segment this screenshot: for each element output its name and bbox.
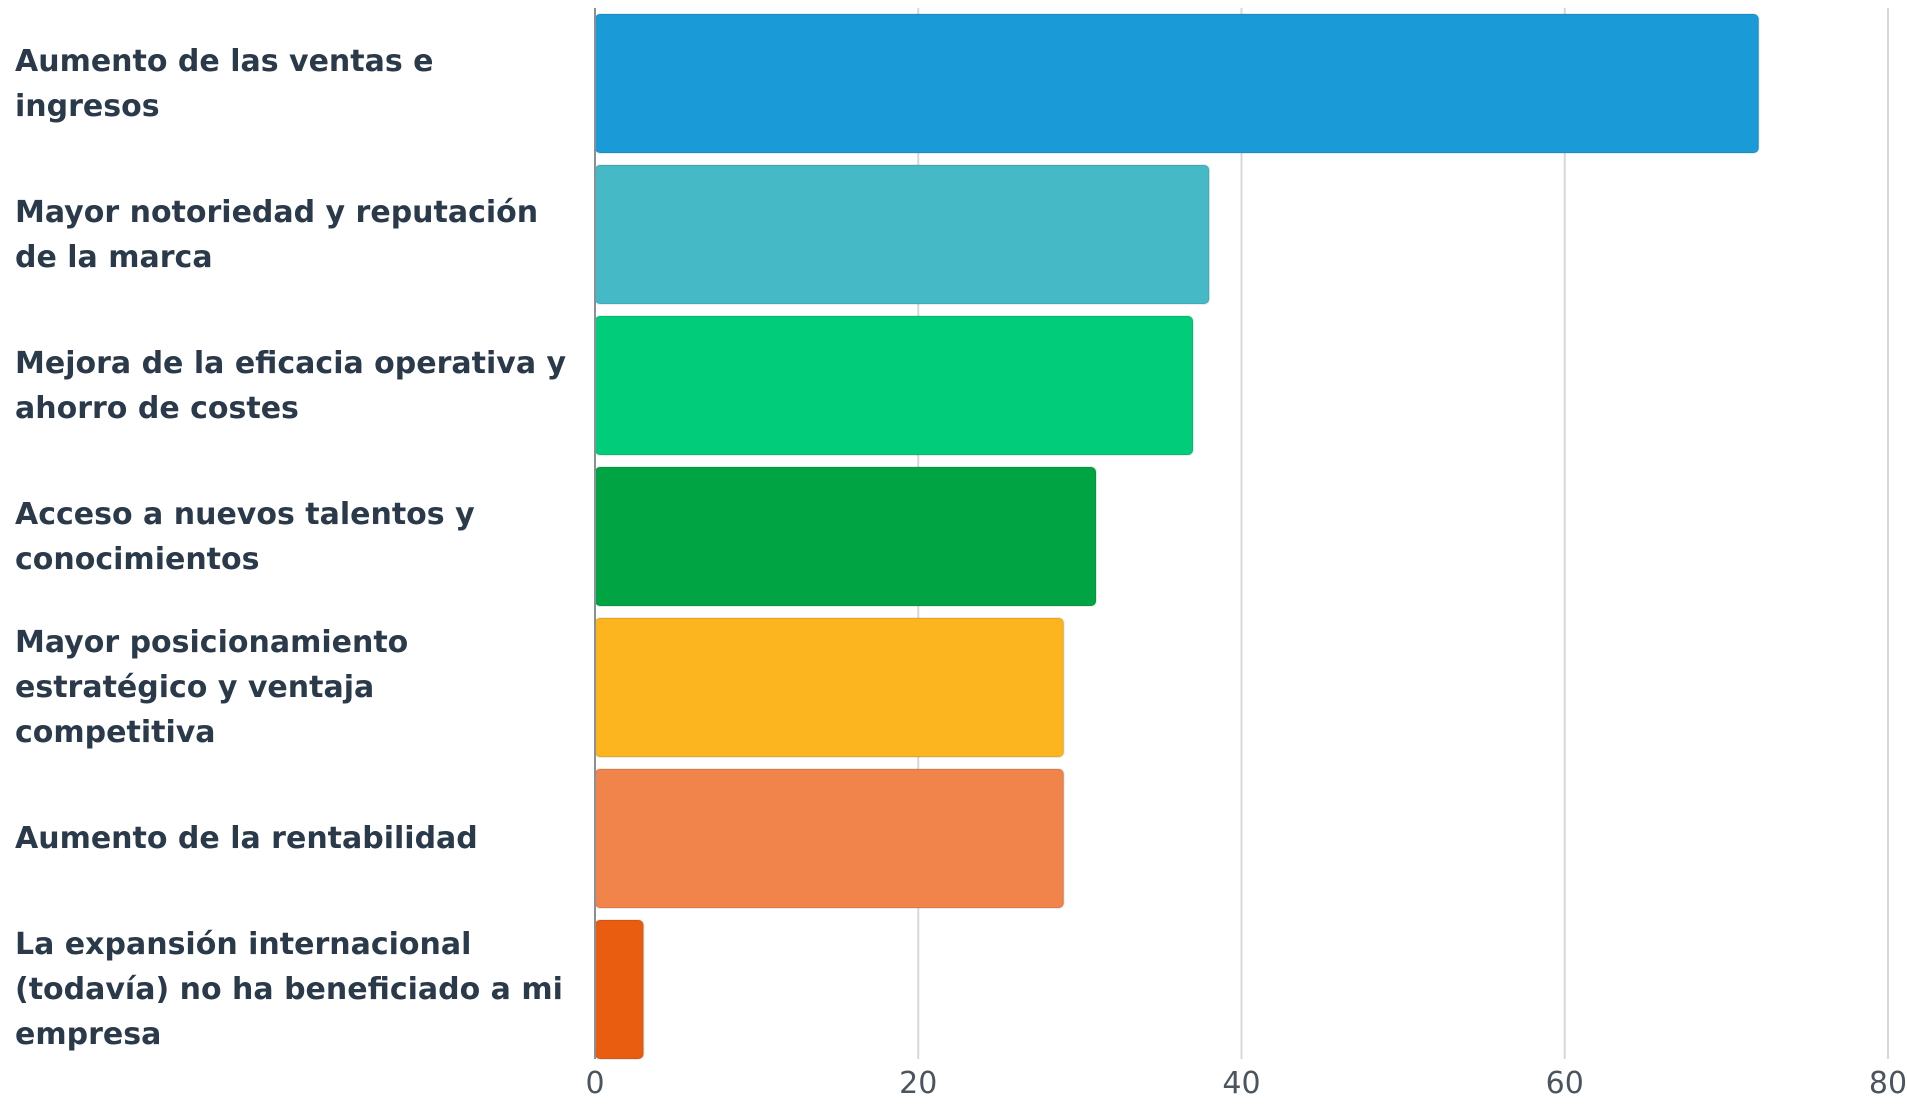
x-axis: 0 20 40 60 80 <box>585 8 1907 1101</box>
bar-5 <box>594 617 1065 758</box>
x-tick-label: 20 <box>899 1066 937 1101</box>
category-label-text: Mayor notoriedad y reputación de la marc… <box>15 194 539 275</box>
x-tick-label: 40 <box>1222 1066 1260 1101</box>
bar-7 <box>594 919 645 1060</box>
category-label-text: Mejora de la eficacia operativa y ahorro… <box>15 345 567 426</box>
category-label: Aumento de las ventas e ingresos <box>15 8 585 159</box>
category-label-text: Mayor posicionamiento estratégico y vent… <box>15 625 409 750</box>
bars <box>594 13 1760 1060</box>
category-label: Mayor notoriedad y reputación de la marc… <box>15 159 585 310</box>
bar-6 <box>594 768 1065 909</box>
bar-4 <box>594 466 1098 607</box>
category-label-text: Acceso a nuevos talentos y conocimientos <box>15 496 475 577</box>
category-label: Mayor posicionamiento estratégico y vent… <box>15 612 585 763</box>
category-label-text: Aumento de la rentabilidad <box>15 821 478 856</box>
x-tick-label: 60 <box>1546 1066 1584 1101</box>
category-label-text: Aumento de las ventas e ingresos <box>15 43 434 124</box>
category-label: La expansión internacional (todavía) no … <box>15 914 585 1065</box>
category-label: Acceso a nuevos talentos y conocimientos <box>15 461 585 612</box>
bar-1 <box>594 13 1760 154</box>
category-label-text: La expansión internacional (todavía) no … <box>15 927 563 1052</box>
category-label: Mejora de la eficacia operativa y ahorro… <box>15 310 585 461</box>
x-tick-label: 80 <box>1869 1066 1907 1101</box>
bar-3 <box>594 315 1195 456</box>
category-label: Aumento de la rentabilidad <box>15 763 585 914</box>
bar-2 <box>594 164 1211 305</box>
x-tick-label: 0 <box>585 1066 604 1101</box>
